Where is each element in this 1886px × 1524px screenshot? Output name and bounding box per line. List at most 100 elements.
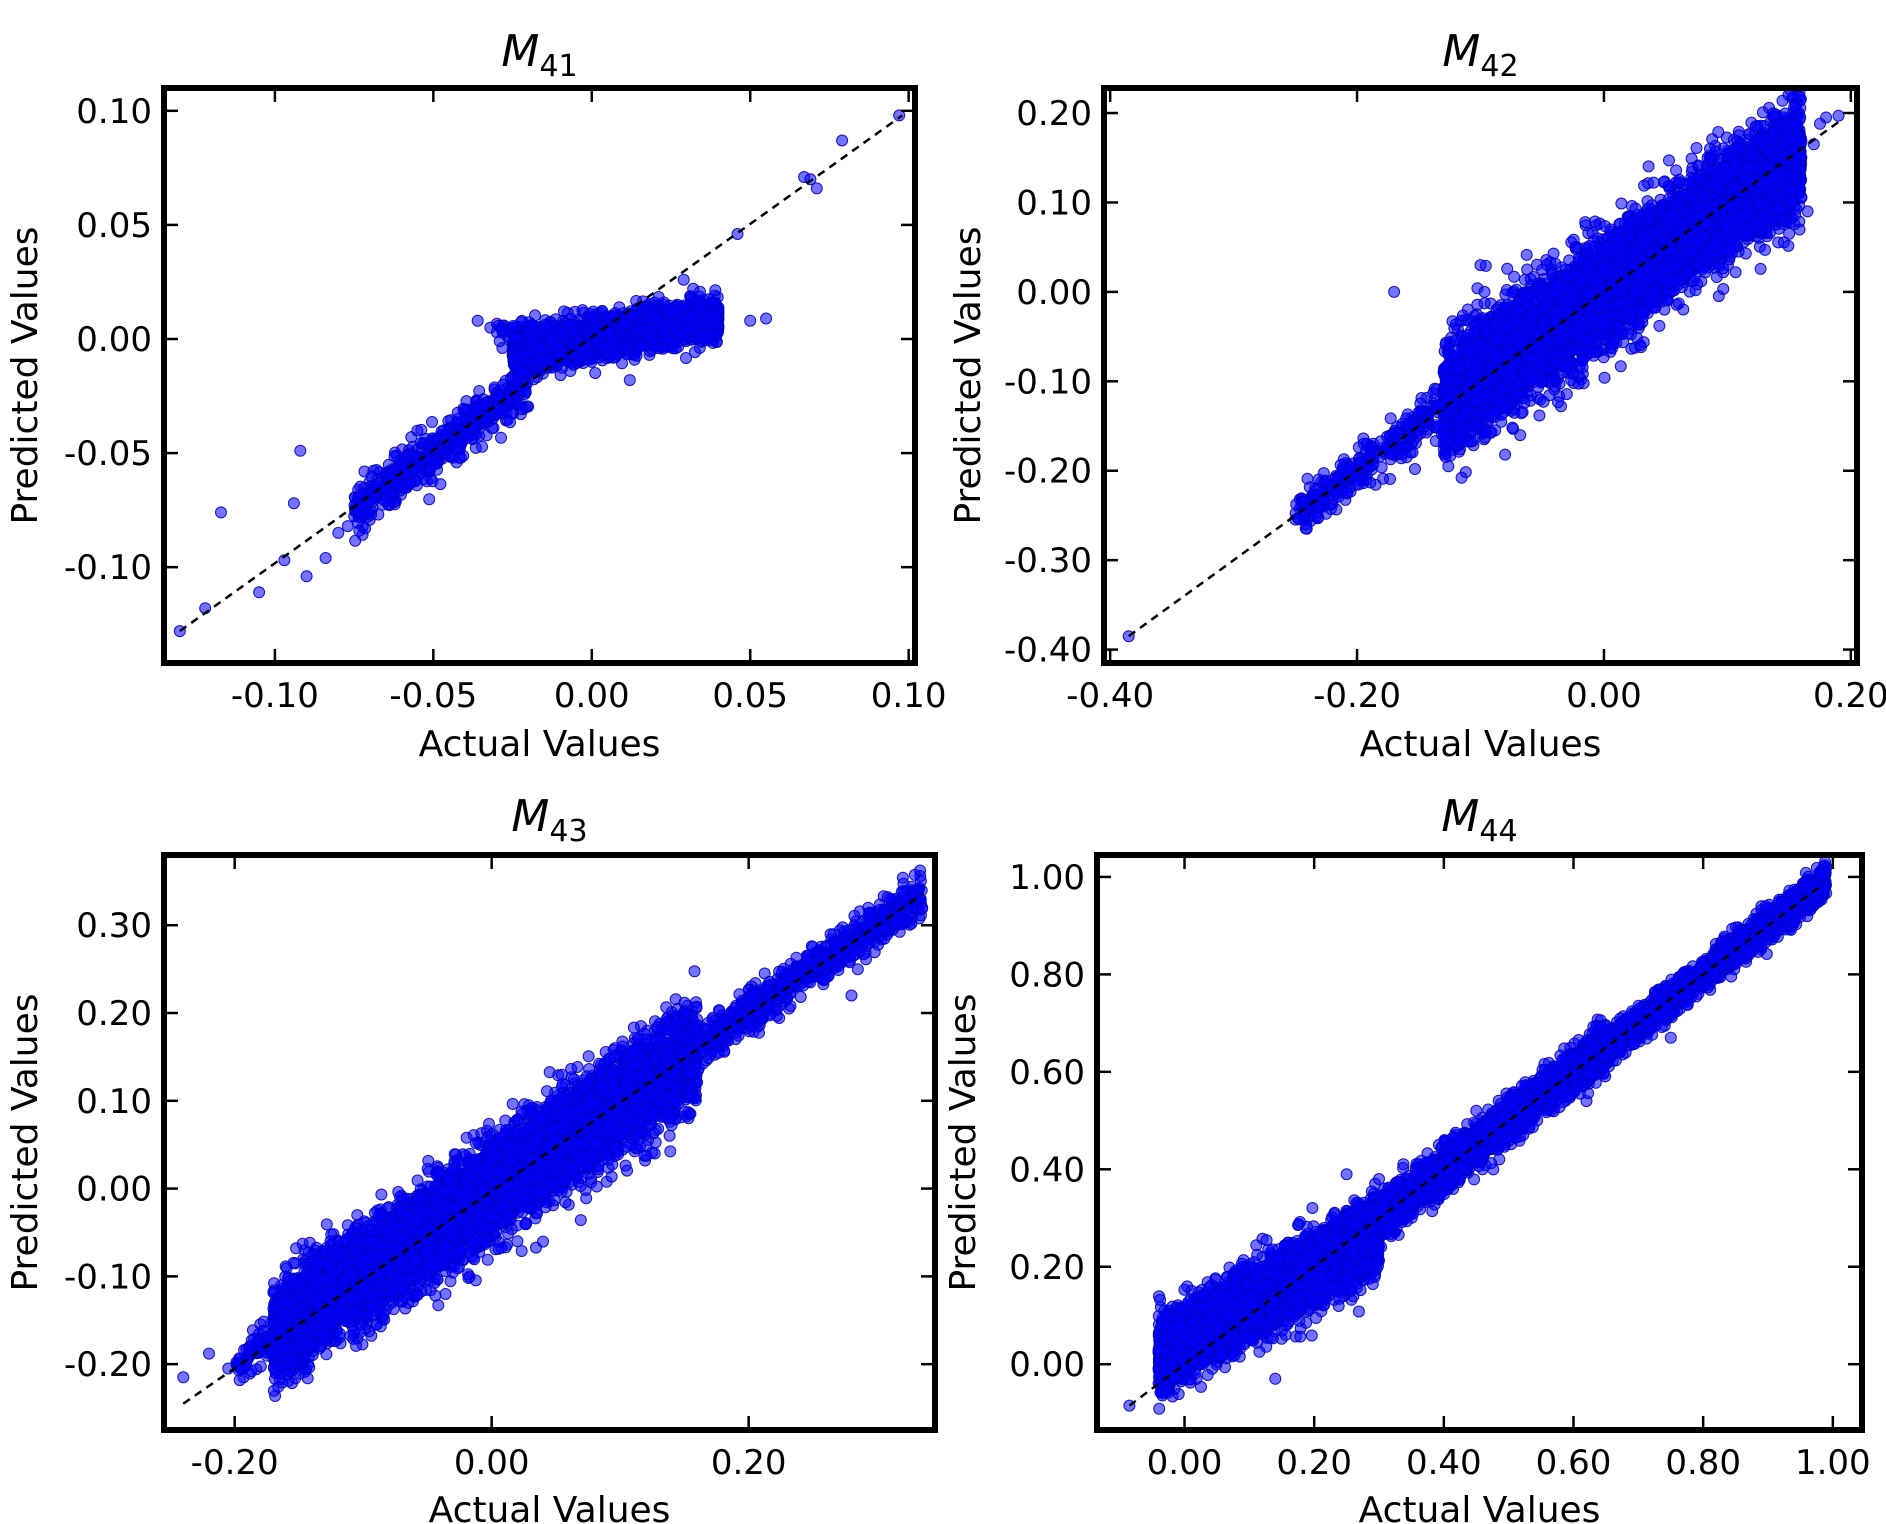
data-point xyxy=(687,282,700,295)
data-point xyxy=(319,552,332,564)
panel-title-subscript: 41 xyxy=(539,49,577,84)
data-point xyxy=(701,330,714,343)
data-point xyxy=(405,431,418,444)
data-point xyxy=(1653,319,1666,332)
data-point xyxy=(387,488,400,501)
data-point xyxy=(694,315,707,328)
data-point xyxy=(497,378,510,391)
data-point xyxy=(675,327,688,340)
data-point xyxy=(509,332,522,344)
panel-title-subscript: 42 xyxy=(1480,49,1518,84)
data-point xyxy=(215,506,227,519)
data-point xyxy=(585,355,598,368)
data-point xyxy=(470,402,482,415)
data-point xyxy=(379,481,392,494)
x-tick-label: 0.05 xyxy=(712,676,788,716)
data-point xyxy=(420,475,433,488)
panel-m42: M42 Actual Values Predicted Values -0.40… xyxy=(948,26,1886,765)
data-point xyxy=(496,324,509,337)
data-point xyxy=(606,344,619,356)
data-point xyxy=(341,520,354,533)
data-point xyxy=(708,308,721,321)
data-point xyxy=(473,385,486,397)
data-point xyxy=(332,526,345,539)
data-point xyxy=(495,431,507,444)
data-point xyxy=(810,182,823,195)
data-point xyxy=(487,421,500,434)
panel-title: M41 xyxy=(501,26,577,84)
data-point xyxy=(613,301,626,314)
data-point xyxy=(760,312,773,325)
data-point xyxy=(437,424,450,437)
data-point xyxy=(393,478,406,491)
data-point xyxy=(623,374,636,387)
data-point xyxy=(379,494,392,507)
panel-title-main: M xyxy=(1442,26,1480,77)
data-point xyxy=(507,320,520,332)
y-tick-label: 0.05 xyxy=(76,206,152,246)
data-point xyxy=(544,354,557,367)
data-point xyxy=(493,404,506,417)
axes-frame xyxy=(161,85,918,666)
x-axis-label: Actual Values xyxy=(419,724,661,765)
x-tick-label: 0.10 xyxy=(871,676,947,716)
data-point xyxy=(287,497,300,510)
data-point xyxy=(426,416,438,428)
data-point xyxy=(409,451,422,463)
x-tick-label: -0.05 xyxy=(389,676,477,716)
data-point xyxy=(583,331,596,343)
y-axis-label: Predicted Values xyxy=(5,226,46,524)
data-point xyxy=(516,403,529,416)
y-tick-label: -0.05 xyxy=(64,434,152,474)
data-point xyxy=(353,524,366,537)
data-point xyxy=(300,570,313,583)
data-point xyxy=(471,314,484,327)
data-point xyxy=(1552,396,1564,409)
panel-m41: M41 Actual Values Predicted Values -0.10… xyxy=(5,26,947,765)
data-point xyxy=(349,534,362,547)
data-point xyxy=(680,352,692,364)
data-point xyxy=(667,342,679,355)
data-point xyxy=(546,332,558,345)
data-point xyxy=(449,442,462,455)
data-point xyxy=(365,470,378,483)
data-point xyxy=(423,493,436,506)
data-point xyxy=(634,323,646,336)
data-point xyxy=(651,314,664,327)
data-point xyxy=(628,348,641,361)
data-point xyxy=(589,367,602,379)
data-point xyxy=(451,406,464,419)
data-point xyxy=(388,450,401,463)
y-tick-label: 0.00 xyxy=(76,320,152,360)
data-point xyxy=(476,440,489,453)
x-tick-label: 0.00 xyxy=(554,676,630,716)
data-point xyxy=(677,273,690,286)
data-point xyxy=(526,319,539,331)
data-point xyxy=(836,134,849,147)
data-point xyxy=(652,291,665,303)
plot-area xyxy=(1122,88,1845,643)
data-point xyxy=(383,469,396,482)
data-point xyxy=(660,322,673,335)
panel-title-main: M xyxy=(501,26,539,77)
data-point xyxy=(540,321,553,334)
data-point xyxy=(696,298,709,311)
data-point xyxy=(399,468,412,481)
data-point xyxy=(554,369,567,382)
data-point xyxy=(621,318,633,330)
data-point xyxy=(419,432,432,445)
data-point xyxy=(253,586,266,599)
panel-title: M42 xyxy=(1442,26,1518,84)
data-point xyxy=(484,321,497,334)
data-point xyxy=(586,311,599,324)
data-point xyxy=(424,463,436,476)
y-tick-label: 0.10 xyxy=(76,92,152,132)
data-point xyxy=(564,319,577,332)
data-point xyxy=(744,314,757,327)
reference-line xyxy=(179,114,904,633)
data-point xyxy=(644,324,657,337)
data-point xyxy=(893,109,906,122)
data-point xyxy=(506,373,519,385)
data-point xyxy=(637,339,650,352)
